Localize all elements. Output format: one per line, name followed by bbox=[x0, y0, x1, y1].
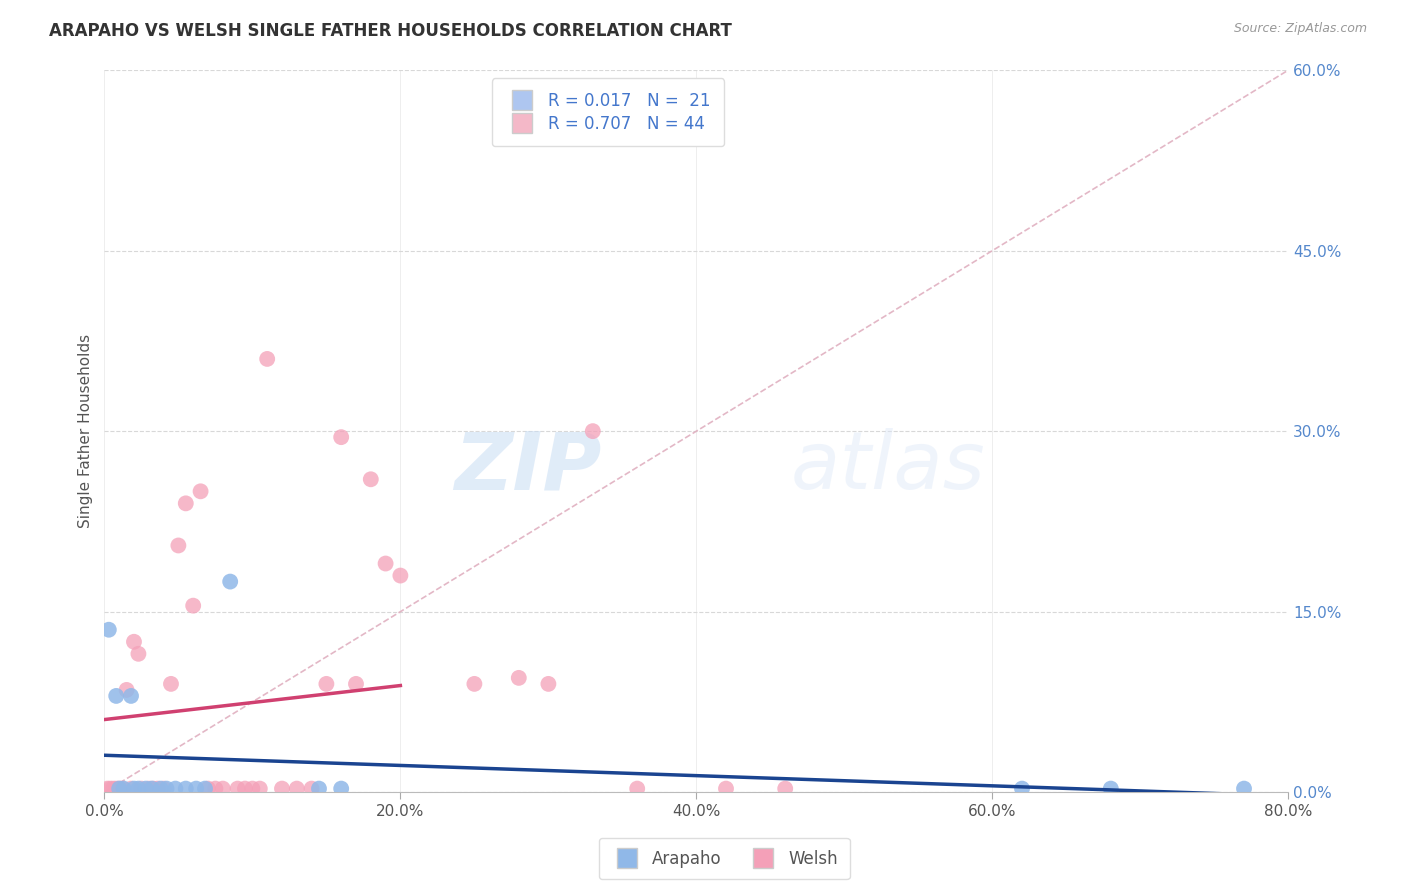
Point bbox=[194, 781, 217, 796]
Text: ARAPAHO VS WELSH SINGLE FATHER HOUSEHOLDS CORRELATION CHART: ARAPAHO VS WELSH SINGLE FATHER HOUSEHOLD… bbox=[49, 22, 733, 40]
Point bbox=[122, 781, 145, 796]
Point bbox=[135, 781, 157, 796]
Point bbox=[330, 781, 353, 796]
Point bbox=[773, 781, 796, 796]
Point bbox=[108, 781, 131, 796]
Point bbox=[249, 781, 271, 796]
Point bbox=[127, 647, 149, 661]
Point bbox=[219, 574, 242, 589]
Y-axis label: Single Father Households: Single Father Households bbox=[79, 334, 93, 528]
Point bbox=[97, 623, 120, 637]
Point bbox=[155, 781, 177, 796]
Point bbox=[1011, 781, 1033, 796]
Point bbox=[108, 781, 131, 796]
Point bbox=[152, 781, 174, 796]
Point bbox=[360, 472, 382, 486]
Point bbox=[131, 781, 153, 796]
Point bbox=[165, 781, 187, 796]
Point bbox=[463, 677, 485, 691]
Point bbox=[160, 677, 183, 691]
Point bbox=[112, 781, 135, 796]
Point bbox=[714, 781, 737, 796]
Point bbox=[301, 781, 323, 796]
Point bbox=[1233, 781, 1256, 796]
Point bbox=[120, 689, 142, 703]
Point bbox=[389, 568, 412, 582]
Point bbox=[103, 781, 125, 796]
Point bbox=[226, 781, 249, 796]
Point bbox=[98, 781, 121, 796]
Point bbox=[115, 682, 138, 697]
Point bbox=[344, 677, 367, 691]
Point bbox=[308, 781, 330, 796]
Legend: R = 0.017   N =  21, R = 0.707   N = 44: R = 0.017 N = 21, R = 0.707 N = 44 bbox=[492, 78, 724, 146]
Point bbox=[96, 781, 118, 796]
Point bbox=[127, 781, 149, 796]
Point bbox=[122, 634, 145, 648]
Point bbox=[233, 781, 256, 796]
Point bbox=[285, 781, 308, 796]
Text: Source: ZipAtlas.com: Source: ZipAtlas.com bbox=[1233, 22, 1367, 36]
Point bbox=[146, 781, 169, 796]
Point bbox=[537, 677, 560, 691]
Point bbox=[256, 351, 278, 366]
Point bbox=[174, 496, 197, 510]
Text: atlas: atlas bbox=[792, 428, 986, 507]
Point bbox=[105, 781, 128, 796]
Point bbox=[330, 430, 353, 444]
Point bbox=[626, 781, 648, 796]
Point bbox=[141, 781, 163, 796]
Point bbox=[138, 781, 160, 796]
Point bbox=[374, 557, 396, 571]
Point bbox=[174, 781, 197, 796]
Point bbox=[111, 781, 134, 796]
Point bbox=[242, 781, 264, 796]
Point bbox=[315, 677, 337, 691]
Point bbox=[190, 484, 212, 499]
Point bbox=[582, 424, 605, 438]
Point bbox=[271, 781, 294, 796]
Point bbox=[204, 781, 226, 796]
Point bbox=[142, 781, 165, 796]
Point bbox=[508, 671, 530, 685]
Text: ZIP: ZIP bbox=[454, 428, 602, 507]
Point bbox=[105, 689, 128, 703]
Legend: Arapaho, Welsh: Arapaho, Welsh bbox=[599, 838, 849, 880]
Point bbox=[1099, 781, 1122, 796]
Point bbox=[120, 781, 142, 796]
Point bbox=[149, 781, 172, 796]
Point bbox=[211, 781, 233, 796]
Point bbox=[181, 599, 204, 613]
Point bbox=[186, 781, 208, 796]
Point bbox=[197, 781, 219, 796]
Point bbox=[167, 539, 190, 553]
